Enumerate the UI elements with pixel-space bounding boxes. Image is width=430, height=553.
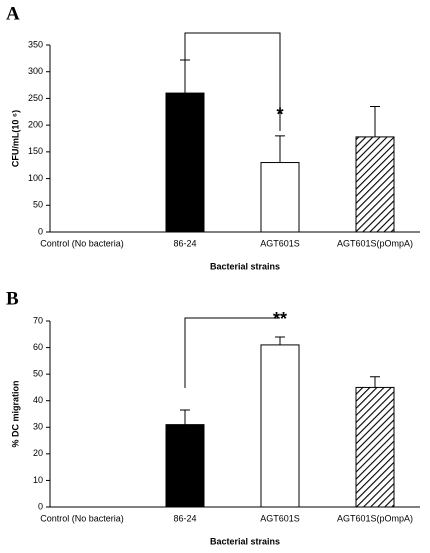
x-axis-title: Bacterial strains (210, 261, 280, 271)
y-tick-label: 50 (33, 369, 43, 379)
y-tick-label: 50 (33, 200, 43, 210)
y-tick-label: 40 (33, 395, 43, 405)
y-tick-label: 70 (33, 315, 43, 325)
y-axis-title: CFU/mL(10 ⁶) (10, 110, 20, 167)
y-tick-label: 200 (28, 120, 43, 130)
y-tick-label: 300 (28, 66, 43, 76)
bar (355, 386, 395, 508)
y-tick-label: 250 (28, 93, 43, 103)
x-axis-title: Bacterial strains (210, 536, 280, 546)
y-tick-label: 150 (28, 146, 43, 156)
y-tick-label: 0 (38, 501, 43, 511)
significance-marker: * (276, 105, 283, 125)
x-tick-label: AGT601S(pOmpA) (337, 513, 413, 523)
x-tick-label: Control (No bacteria) (40, 513, 124, 523)
x-tick-label: AGT601S (260, 238, 300, 248)
y-tick-label: 0 (38, 226, 43, 236)
bar (260, 162, 300, 233)
error-bar (180, 409, 190, 425)
panel-label: A (6, 3, 20, 24)
error-bar (275, 135, 285, 163)
bar (165, 92, 205, 233)
y-tick-label: 60 (33, 342, 43, 352)
x-tick-label: 86-24 (173, 238, 196, 248)
panel-label: B (6, 288, 19, 309)
significance-marker: ** (273, 309, 287, 329)
y-tick-label: 100 (28, 173, 43, 183)
y-tick-label: 30 (33, 422, 43, 432)
y-axis-title: % DC migration (10, 380, 20, 447)
error-bar (275, 336, 285, 345)
significance-bracket (184, 317, 280, 389)
y-tick-label: 20 (33, 448, 43, 458)
significance-bracket (184, 32, 281, 131)
x-tick-label: AGT601S(pOmpA) (337, 238, 413, 248)
bar (355, 136, 395, 233)
y-tick-label: 10 (33, 475, 43, 485)
x-tick-label: 86-24 (173, 513, 196, 523)
x-tick-label: Control (No bacteria) (40, 238, 124, 248)
y-tick-label: 350 (28, 39, 43, 49)
bar (260, 344, 300, 508)
error-bar (370, 376, 380, 388)
bar (165, 424, 205, 508)
error-bar (370, 105, 380, 137)
x-tick-label: AGT601S (260, 513, 300, 523)
